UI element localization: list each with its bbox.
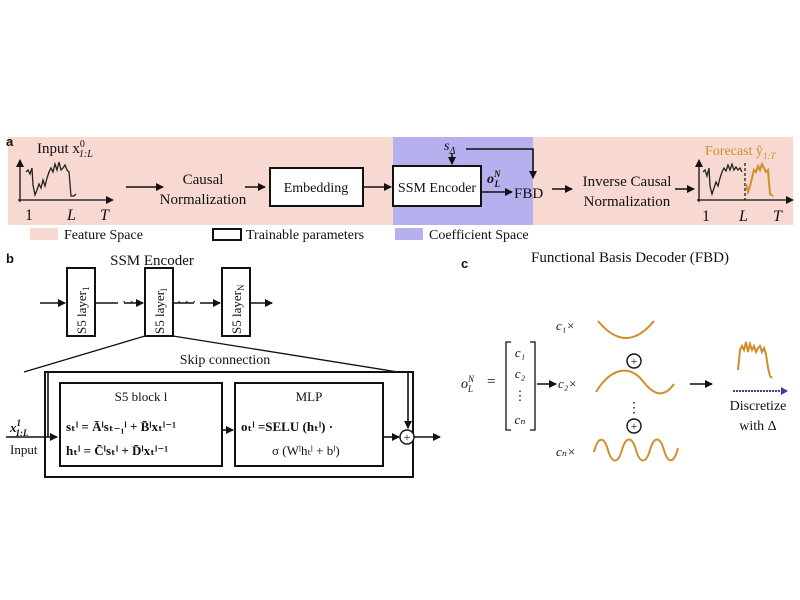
basis-1-curve (597, 320, 655, 339)
legend-trainable-swatch (212, 228, 242, 241)
causal-norm-line1: Causal (183, 172, 224, 188)
mlp-title: MLP (296, 389, 323, 404)
equals-sign: = (487, 374, 495, 390)
c1-times: c₁× (556, 318, 575, 333)
input-tick-T: T (100, 207, 110, 224)
zoom-line-left (23, 335, 146, 373)
skip-connection-label: Skip connection (180, 353, 271, 368)
forecast-tick-1: 1 (702, 208, 710, 225)
sum-node-c2 (626, 418, 642, 434)
arrow-sdelta-to-fbd (466, 148, 537, 179)
mlp-eq-selu: oₜˡ =SELU (hₜˡ) · (241, 419, 333, 434)
forecast-label: Forecast ŷ1:T (705, 144, 776, 161)
legend-coefficient-label: Coefficient Space (429, 228, 529, 243)
panel-c: c Functional Basis Decoder (FBD) oN L = c… (461, 250, 788, 462)
vector-bracket-right (530, 341, 536, 431)
sum-node-b-symbol: + (404, 430, 411, 444)
s5-eq-output: hₜˡ = C̄ˡsₜˡ + D̄ˡxₜˡ⁻¹ (66, 443, 168, 458)
feature-space-band-right (533, 137, 793, 225)
o-label-c: oN L (461, 374, 475, 394)
forecast-plot: Forecast ŷ1:T 1 L T (695, 144, 794, 225)
basis-n-curve (593, 438, 679, 462)
panel-a-letter: a (6, 134, 14, 149)
cn-times: cₙ× (556, 444, 576, 459)
ssm-encoder-label: SSM Encoder (398, 181, 477, 196)
input-x-b: x1 1:L (9, 418, 29, 438)
embedding-label: Embedding (284, 181, 349, 196)
forecast-tick-L: L (738, 208, 748, 225)
vector-c1: c₁ (515, 345, 525, 360)
mlp-eq-sigma: σ (Wˡhₜˡ + bˡ) (272, 443, 340, 458)
sum-node-c1 (626, 353, 642, 369)
c2-times: c₂× (558, 376, 577, 391)
inverse-norm-line1: Inverse Causal (583, 174, 672, 190)
s5-block-box (59, 382, 223, 467)
legend: Feature Space Trainable parameters Coeff… (30, 228, 529, 243)
forecast-tick-T: T (773, 208, 783, 225)
forecast-history-series (702, 161, 743, 197)
sum-node-c1-symbol: + (631, 354, 638, 368)
output-series (737, 340, 773, 379)
mlp-box (234, 382, 384, 467)
input-plot: Input x0 1:L 1 L T (16, 139, 114, 224)
s5-eq-state: sₜˡ = Āˡsₜ₋₁ˡ + B̄ˡxₜˡ⁻¹ (66, 419, 176, 434)
vector-vdots: ⋮ (514, 388, 527, 403)
legend-coefficient-swatch (395, 228, 423, 240)
vector-cn: cₙ (514, 412, 525, 427)
basis-2-curve (595, 369, 675, 395)
discretize-label: Discretize (730, 399, 787, 414)
sum-node-c2-symbol: + (631, 419, 638, 433)
legend-feature-swatch (30, 228, 58, 240)
input-label: Input x0 1:L (37, 139, 93, 160)
input-series (25, 161, 77, 198)
s-delta-label: sΔ (444, 139, 455, 157)
causal-norm-line2: Normalization (160, 192, 247, 208)
panel-b-title: SSM Encoder (110, 253, 194, 269)
o-label-a: oN L (487, 169, 501, 189)
basis-vdots: ⋮ (627, 401, 641, 416)
vector-c2: c₂ (515, 366, 526, 381)
panel-b: b SSM Encoder S5 layer1 · · · S5 layerl … (6, 251, 441, 478)
dots-2: · · · (177, 294, 197, 309)
legend-feature-label: Feature Space (64, 228, 143, 243)
fbd-label: FBD (514, 186, 543, 202)
discretize-arrowhead (781, 387, 788, 395)
s5-layer-1-label: S5 layer1 (74, 287, 91, 334)
input-tick-1: 1 (25, 207, 33, 224)
s5-block-title: S5 block l (115, 389, 168, 404)
inverse-norm-line2: Normalization (584, 194, 671, 210)
s5-layer-l-label: S5 layerl (152, 288, 169, 334)
zoom-line-right (172, 335, 399, 373)
with-delta-label: with Δ (739, 419, 776, 434)
s5-layer-1-box (66, 267, 96, 337)
input-tick-L: L (66, 207, 76, 224)
panel-b-letter: b (6, 251, 14, 266)
legend-trainable-label: Trainable parameters (246, 228, 364, 243)
s5-layer-N-label: S5 layerN (229, 284, 246, 334)
input-word-b: Input (10, 442, 38, 457)
s5-layer-l-box (144, 267, 174, 337)
s5-layer-N-box (221, 267, 251, 337)
panel-c-letter: c (461, 256, 468, 271)
dots-1: · · · (122, 294, 142, 309)
embedding-box (269, 167, 364, 207)
skip-connection-path (47, 371, 412, 437)
panel-c-title: Functional Basis Decoder (FBD) (531, 250, 729, 266)
forecast-series (745, 161, 774, 197)
panel-a: a Input x0 1:L 1 L T Causal Normalization… (6, 134, 794, 243)
vector-bracket-left (505, 341, 511, 431)
ssm-encoder-box (392, 165, 482, 207)
